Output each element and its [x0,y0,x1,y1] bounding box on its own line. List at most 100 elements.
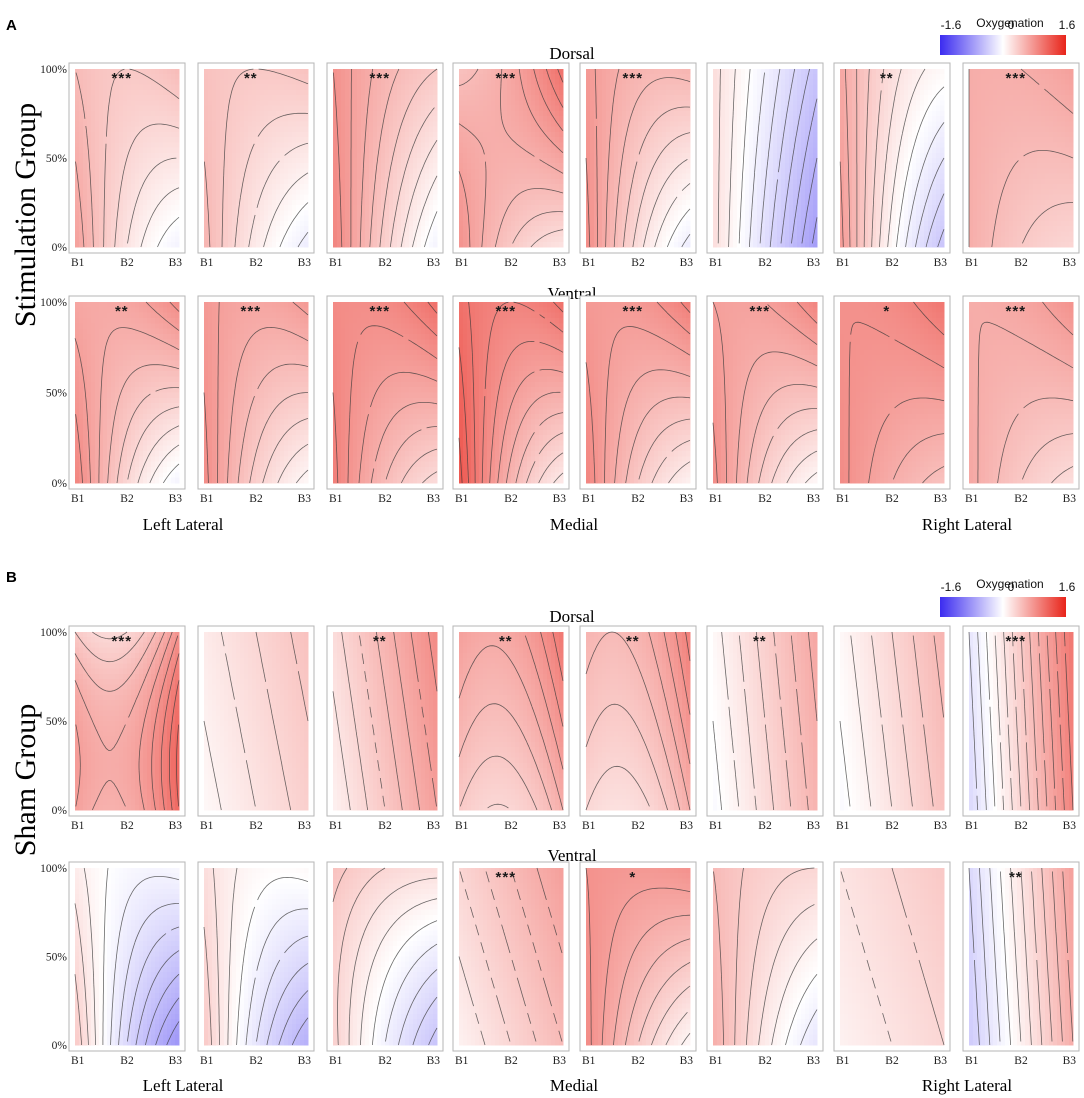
contour-line [458,68,564,248]
heat-cell [99,215,104,222]
heat-cell [634,121,639,128]
heat-cell [405,69,410,75]
heat-cell [429,105,434,112]
heat-cell [674,220,679,227]
heat-cell [666,89,671,96]
heat-cell [91,110,96,117]
heat-cell [658,110,663,117]
heat-cell [204,236,209,243]
heat-cell [212,236,217,243]
heat-cell [654,226,659,232]
heat-cell [87,236,92,243]
heat-cell [300,178,305,185]
heat-cell [606,142,611,149]
heat-cell [377,131,382,138]
heat-cell [682,189,687,196]
heat-cell [491,95,496,102]
heat-cell [519,100,524,107]
heat-cell [503,105,508,112]
heat-cell [268,116,273,122]
heat-cell [216,74,221,81]
heat-cell [252,220,257,227]
heat-cell [666,126,671,133]
heat-cell [240,110,245,117]
heat-cell [208,152,213,159]
heat-cell [272,194,277,201]
heat-cell [401,100,406,107]
heat-cell [463,241,468,248]
heat-cell [284,220,289,227]
heat-cell [421,89,426,96]
heat-cell [381,241,386,248]
heat-cell [300,220,305,227]
heat-cell [381,178,386,185]
heat-cell [511,131,516,138]
heat-cell [523,184,528,191]
heat-cell [666,205,671,211]
heat-cell [737,110,742,117]
heat-cell [143,189,148,196]
heat-cell [729,105,734,112]
heat-cell [369,205,374,211]
heat-cell [733,236,738,243]
heat-cell [107,231,112,238]
heat-cell [463,168,468,175]
heat-cell [151,199,156,206]
heat-cell [276,205,281,211]
heat-cell [393,121,398,128]
heat-cell [377,236,382,243]
heat-cell [650,142,655,149]
heat-cell [535,116,540,122]
heat-cell [333,205,338,211]
heat-cell [535,158,540,164]
heat-cell [296,184,301,191]
heat-cell [614,241,619,248]
heat-cell [304,178,309,185]
heat-cell [610,126,615,133]
heat-cell [511,110,516,117]
heat-cell [357,168,362,175]
heat-cell [167,79,172,86]
heat-cell [175,189,180,196]
heat-cell [598,152,603,159]
heat-cell [495,131,500,138]
heat-cell [622,152,627,159]
heat-cell [236,199,241,206]
heat-cell [429,110,434,117]
heat-cell [99,152,104,159]
heat-cell [345,110,350,117]
heat-cell [539,184,544,191]
heat-cell [345,189,350,196]
heat-cell [618,142,623,149]
heat-cell [123,168,128,175]
heat-cell [471,215,476,222]
heat-cell [610,142,615,149]
heat-cell [475,158,480,164]
heat-cell [586,69,591,75]
heat-cell [483,100,488,107]
heat-cell [87,184,92,191]
heat-cell [79,116,84,122]
heat-cell [433,215,438,222]
heat-cell [345,215,350,222]
heat-cell [479,121,484,128]
heat-cell [345,226,350,232]
heat-cell [598,241,603,248]
heat-cell [288,147,293,154]
heat-cell [357,69,362,75]
heat-cell [333,158,338,164]
heat-cell [139,131,144,138]
heat-cell [300,126,305,133]
heat-cell [491,89,496,96]
heat-cell [515,147,520,154]
heat-cell [119,220,124,227]
heat-cell [405,173,410,180]
heat-cell [276,184,281,191]
heat-cell [646,110,651,117]
heat-cell [248,69,253,75]
heat-cell [733,131,738,138]
heat-cell [527,236,532,243]
heat-cell [610,215,615,222]
heat-cell [658,178,663,185]
heat-cell [119,231,124,238]
